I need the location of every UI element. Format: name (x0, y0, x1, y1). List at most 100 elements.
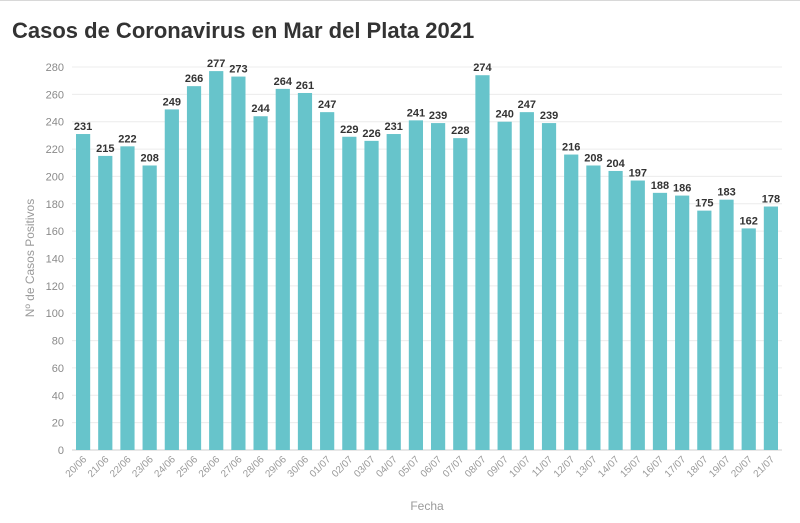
bar (120, 146, 135, 451)
y-tick-label: 60 (52, 363, 64, 375)
x-tick-label: 07/07 (441, 454, 467, 480)
bar (253, 116, 268, 450)
bar (364, 140, 379, 450)
data-label: 208 (584, 152, 602, 164)
x-tick-label: 05/07 (397, 454, 423, 480)
x-axis-ticks: 20/0621/0622/0623/0624/0625/0626/0627/06… (64, 454, 778, 480)
x-tick-label: 25/06 (175, 454, 201, 480)
data-labels: 231 215 222 208 249 266 277 273 244 264 261 247 229 2… (74, 58, 780, 227)
data-label: 208 (140, 152, 158, 164)
bar (98, 155, 113, 451)
data-label: 239 (540, 110, 558, 122)
x-tick-label: 30/06 (286, 454, 312, 480)
x-tick-label: 08/07 (463, 454, 489, 480)
bar (519, 112, 534, 450)
y-tick-label: 100 (46, 308, 64, 320)
data-label: 226 (362, 128, 380, 140)
x-tick-label: 09/07 (485, 454, 511, 480)
x-tick-label: 18/07 (685, 454, 711, 480)
bar (430, 123, 446, 450)
bar (342, 136, 357, 450)
data-label: 228 (451, 125, 469, 137)
x-tick-label: 14/07 (596, 454, 622, 480)
y-tick-label: 180 (46, 199, 64, 211)
data-label: 249 (163, 96, 181, 108)
bar (209, 71, 224, 450)
x-tick-label: 06/07 (419, 454, 445, 480)
data-label: 244 (251, 103, 270, 115)
data-label: 183 (717, 187, 735, 199)
x-tick-label: 21/07 (752, 454, 778, 480)
data-label: 264 (274, 76, 293, 88)
x-tick-label: 29/06 (263, 454, 289, 480)
top-divider (0, 0, 800, 1)
data-label: 215 (96, 143, 114, 155)
y-tick-label: 240 (46, 117, 64, 129)
data-label: 266 (185, 73, 203, 85)
data-label: 277 (207, 58, 225, 70)
bar (652, 192, 668, 451)
bar (386, 134, 401, 450)
x-tick-label: 10/07 (507, 454, 533, 480)
x-tick-label: 23/06 (130, 454, 156, 480)
bar (719, 199, 734, 450)
data-label: 240 (495, 109, 513, 121)
y-tick-label: 260 (46, 89, 64, 101)
data-label: 247 (518, 99, 536, 111)
y-tick-label: 0 (58, 445, 64, 457)
bar (541, 123, 557, 450)
x-tick-label: 17/07 (663, 454, 689, 480)
bar (297, 92, 313, 450)
x-tick-label: 03/07 (352, 454, 378, 480)
data-label: 222 (118, 133, 136, 145)
x-tick-label: 11/07 (530, 454, 555, 479)
data-label: 231 (385, 121, 403, 133)
bar (231, 76, 246, 450)
x-tick-label: 13/07 (574, 454, 600, 480)
data-label: 188 (651, 180, 669, 192)
bar (408, 120, 424, 450)
bar (675, 195, 690, 450)
data-label: 231 (74, 121, 92, 133)
data-label: 197 (629, 168, 647, 180)
bar (75, 134, 91, 450)
y-axis-ticks: 0 20 40 60 80 100 120 140 160 180 200 220 240 260 280 (46, 62, 64, 457)
bar (741, 228, 756, 450)
x-tick-label: 28/06 (241, 454, 267, 480)
bar (697, 210, 712, 450)
data-label: 274 (473, 62, 492, 74)
x-tick-label: 04/07 (374, 454, 400, 480)
data-label: 229 (340, 124, 358, 136)
data-label: 216 (562, 142, 580, 154)
data-label: 204 (606, 158, 625, 170)
bar (763, 206, 779, 450)
x-tick-label: 01/07 (308, 454, 334, 480)
bar (586, 165, 601, 450)
data-label: 241 (407, 107, 425, 119)
x-tick-label: 22/06 (108, 454, 134, 480)
bar (142, 165, 157, 450)
x-tick-label: 15/07 (618, 454, 644, 480)
y-tick-label: 20 (52, 418, 64, 430)
data-label: 239 (429, 110, 447, 122)
x-axis-title: Fecha (410, 499, 444, 513)
x-tick-label: 16/07 (641, 454, 667, 480)
y-tick-label: 220 (46, 144, 64, 156)
bar (320, 112, 335, 450)
bar (453, 138, 468, 450)
bar (475, 75, 490, 450)
bar (608, 170, 623, 450)
x-tick-label: 26/06 (197, 454, 223, 480)
bars (75, 71, 779, 451)
bar (186, 86, 202, 451)
y-tick-label: 280 (46, 62, 64, 74)
data-label: 178 (762, 194, 780, 206)
data-label: 175 (695, 198, 713, 210)
x-tick-label: 21/06 (86, 454, 112, 480)
data-label: 162 (740, 215, 758, 227)
y-tick-label: 140 (46, 254, 64, 266)
data-label: 273 (229, 64, 247, 76)
x-tick-label: 02/07 (330, 454, 356, 480)
x-tick-label: 20/06 (64, 454, 90, 480)
